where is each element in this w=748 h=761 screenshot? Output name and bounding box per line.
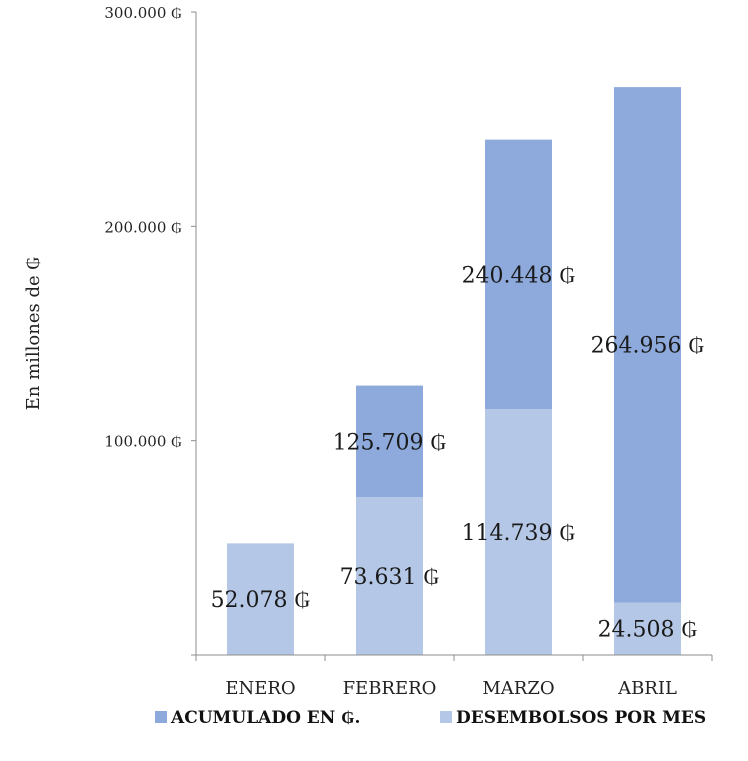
y-axis-title: En millones de ₲: [23, 257, 44, 411]
legend: ACUMULADO EN ₲. DESEMBOLSOS POR MES: [155, 708, 706, 728]
y-tick-label: 100.000 ₲: [104, 433, 182, 451]
data-label: 52.078 ₲: [211, 588, 311, 613]
data-label: 114.739 ₲: [462, 521, 576, 546]
bar-segment: [485, 139, 552, 410]
x-tick-label: MARZO: [482, 678, 554, 699]
x-tick-label: ENERO: [225, 678, 295, 699]
legend-swatch: [155, 711, 167, 723]
data-label: 125.709 ₲: [333, 430, 447, 455]
y-tick-label: 200.000 ₲: [104, 218, 182, 236]
bar-segment: [614, 87, 681, 603]
y-tick-label: 300.000 ₲: [104, 4, 182, 22]
bar-segment: [485, 409, 552, 655]
data-label: 240.448 ₲: [462, 263, 576, 288]
data-label: 264.956 ₲: [591, 334, 705, 359]
bar-segment: [614, 602, 681, 655]
data-labels-layer: 52.078 ₲ 73.631 ₲ 125.709 ₲ 114.739 ₲ 240.44…: [211, 263, 705, 642]
y-ticks-layer: 100.000 ₲ 200.000 ₲ 300.000 ₲: [104, 4, 196, 656]
x-tick-label: FEBRERO: [343, 678, 437, 699]
legend-label: ACUMULADO EN ₲.: [170, 708, 360, 728]
data-label: 24.508 ₲: [598, 618, 698, 643]
bar-segment: [356, 385, 423, 498]
legend-swatch: [440, 711, 452, 723]
bar-segment: [227, 543, 294, 655]
data-label: 73.631 ₲: [340, 565, 440, 590]
bar-segment: [356, 497, 423, 655]
bars-layer: [227, 87, 681, 655]
x-tick-label: ABRIL: [617, 678, 677, 699]
x-ticks-layer: ENERO FEBRERO MARZO ABRIL: [195, 655, 713, 699]
legend-label: DESEMBOLSOS POR MES: [456, 708, 706, 728]
